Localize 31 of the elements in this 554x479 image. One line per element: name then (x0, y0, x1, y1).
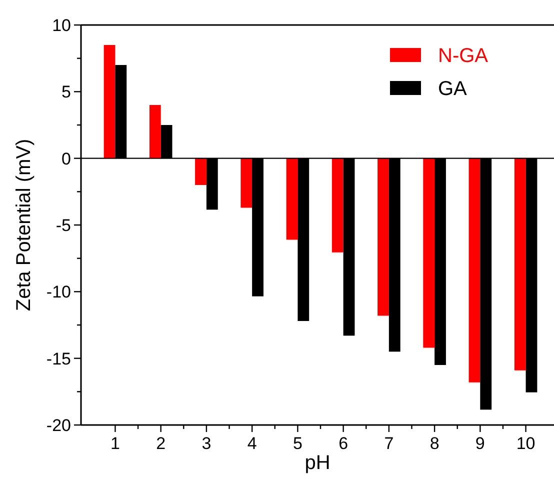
bar (240, 158, 252, 208)
y-tick-label: -15 (46, 349, 71, 368)
bar (514, 158, 526, 370)
y-tick-label: 10 (52, 16, 71, 35)
y-tick-label: -20 (46, 416, 71, 435)
bar (149, 105, 161, 158)
y-tick-label: 0 (62, 149, 71, 168)
x-tick-label: 5 (292, 434, 302, 453)
x-tick-label: 9 (475, 434, 485, 453)
x-tick-label: 1 (110, 434, 120, 453)
x-tick-label: 10 (516, 434, 536, 453)
bar (332, 158, 344, 252)
legend-label: GA (438, 78, 468, 100)
legend-label: N-GA (438, 45, 489, 67)
y-tick-label: 5 (62, 82, 71, 102)
bar (286, 158, 298, 240)
y-axis-title: Zeta Potential (mV) (13, 138, 35, 312)
x-tick-label: 6 (338, 434, 348, 453)
bar (378, 158, 389, 316)
y-tick-label: -10 (46, 282, 71, 302)
y-tick-label: -5 (56, 216, 71, 235)
x-tick-label: 2 (156, 434, 166, 453)
bar (468, 158, 480, 382)
bar (423, 158, 435, 348)
bar (195, 158, 206, 185)
x-tick-label: 3 (202, 434, 212, 453)
x-axis-title: pH (304, 452, 330, 474)
bar (104, 45, 116, 158)
x-tick-label: 7 (384, 434, 394, 453)
x-tick-label: 8 (430, 434, 440, 453)
x-tick-label: 4 (247, 434, 257, 453)
